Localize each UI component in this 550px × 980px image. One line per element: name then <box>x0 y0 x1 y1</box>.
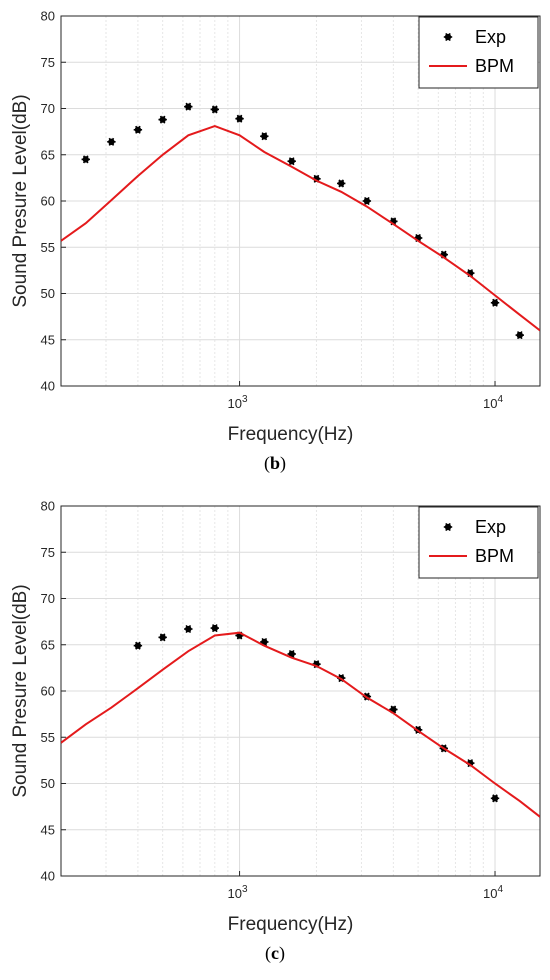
exp-point <box>158 115 167 124</box>
exp-point <box>362 196 372 206</box>
exp-point-ray <box>82 155 89 164</box>
legend-label-bpm: BPM <box>475 546 514 566</box>
exp-point-ray <box>159 633 166 642</box>
legend-swatch-exp-ray <box>445 522 451 532</box>
chart-c: 40 45 50 55 60 65 70 75 80 103 104 Frequency(Hz) Sou… <box>10 499 541 935</box>
exp-point-ray <box>261 132 268 141</box>
legend-label-exp: Exp <box>475 27 506 47</box>
exp-point <box>184 624 193 634</box>
exp-point <box>287 157 296 166</box>
exp-point-ray <box>159 115 166 124</box>
y-tick-label: 40 <box>41 379 55 394</box>
x-tick-label: 104 <box>483 394 503 411</box>
y-tick-label: 55 <box>41 730 55 745</box>
legend-swatch-exp-ray <box>445 32 451 42</box>
x-tick-label: 104 <box>483 884 503 901</box>
x-tick-label: 103 <box>228 394 248 411</box>
y-tick-label: 45 <box>41 822 55 837</box>
y-tick-label: 50 <box>41 776 55 791</box>
series-exp <box>133 624 500 803</box>
y-tick-label: 50 <box>41 286 55 301</box>
exp-point-ray <box>288 157 295 166</box>
exp-point <box>490 298 500 307</box>
exp-point <box>184 102 193 111</box>
exp-point-ray <box>185 624 192 634</box>
legend-box <box>418 506 539 579</box>
exp-point <box>515 331 524 340</box>
y-tick-label: 60 <box>41 684 55 699</box>
y-tick-label: 70 <box>41 101 55 116</box>
caption-b: (b) <box>263 453 286 473</box>
exp-point-ray <box>135 641 141 650</box>
exp-point-ray <box>467 759 474 768</box>
exp-point <box>210 105 220 114</box>
bpm-line <box>61 631 540 818</box>
exp-point-ray <box>108 137 115 146</box>
y-axis: 40 45 50 55 60 65 70 75 80 <box>41 499 66 884</box>
x-axis-title: Frequency(Hz) <box>228 424 354 445</box>
exp-point-ray <box>212 624 218 633</box>
legend-label-exp: Exp <box>475 517 506 537</box>
exp-point <box>260 637 269 647</box>
y-tick-label: 65 <box>41 147 55 162</box>
exp-point <box>235 114 244 123</box>
x-axis: 103 104 <box>228 381 503 411</box>
y-axis: 40 45 50 55 60 65 70 75 80 <box>41 9 66 394</box>
exp-point <box>210 624 220 633</box>
exp-point <box>133 641 143 650</box>
y-tick-label: 80 <box>41 9 55 24</box>
y-tick-label: 70 <box>41 591 55 606</box>
legend-label-bpm: BPM <box>475 56 514 76</box>
y-axis-title: Sound Presure Level(dB) <box>10 584 31 797</box>
exp-point-ray <box>492 794 498 803</box>
y-tick-label: 40 <box>41 869 55 884</box>
exp-point <box>133 125 143 134</box>
y-tick-label: 65 <box>41 637 55 652</box>
x-axis: 103 104 <box>228 871 503 901</box>
x-axis-title: Frequency(Hz) <box>228 914 354 935</box>
exp-point <box>81 155 90 164</box>
series-bpm <box>61 125 540 332</box>
exp-point-ray <box>236 114 243 123</box>
y-tick-label: 75 <box>41 55 55 70</box>
legend: Exp BPM <box>418 16 539 89</box>
exp-point-ray <box>516 331 523 340</box>
exp-point-ray <box>212 105 218 114</box>
exp-point <box>490 794 500 803</box>
exp-point-ray <box>185 102 192 111</box>
x-tick-label: 103 <box>228 884 248 901</box>
exp-point-ray <box>364 196 370 206</box>
y-tick-label: 60 <box>41 194 55 209</box>
exp-point <box>158 633 167 642</box>
y-tick-label: 45 <box>41 332 55 347</box>
chart-b: 40 45 50 55 60 65 70 75 80 103 104 Frequency(Hz) Sou… <box>10 9 541 445</box>
series-bpm <box>61 631 540 818</box>
exp-point-ray <box>313 660 320 669</box>
chart-panel-b: 40 45 50 55 60 65 70 75 80 103 104 Frequency(Hz) Sou… <box>10 9 541 473</box>
exp-point-ray <box>492 298 498 307</box>
exp-point <box>260 132 269 141</box>
exp-point-ray <box>313 174 320 183</box>
y-tick-label: 55 <box>41 240 55 255</box>
exp-point <box>389 705 398 714</box>
y-tick-label: 75 <box>41 545 55 560</box>
y-axis-title: Sound Presure Level(dB) <box>10 94 31 307</box>
exp-point <box>107 137 116 146</box>
exp-point-ray <box>135 125 141 134</box>
y-tick-label: 80 <box>41 499 55 514</box>
chart-panel-c: 40 45 50 55 60 65 70 75 80 103 104 Frequency(Hz) Sou… <box>0 490 550 980</box>
legend: Exp BPM <box>418 506 539 579</box>
exp-point <box>337 179 346 188</box>
bpm-line <box>61 125 540 332</box>
legend-box <box>418 16 539 89</box>
caption-c: (c) <box>265 943 285 963</box>
exp-point-ray <box>338 179 345 188</box>
